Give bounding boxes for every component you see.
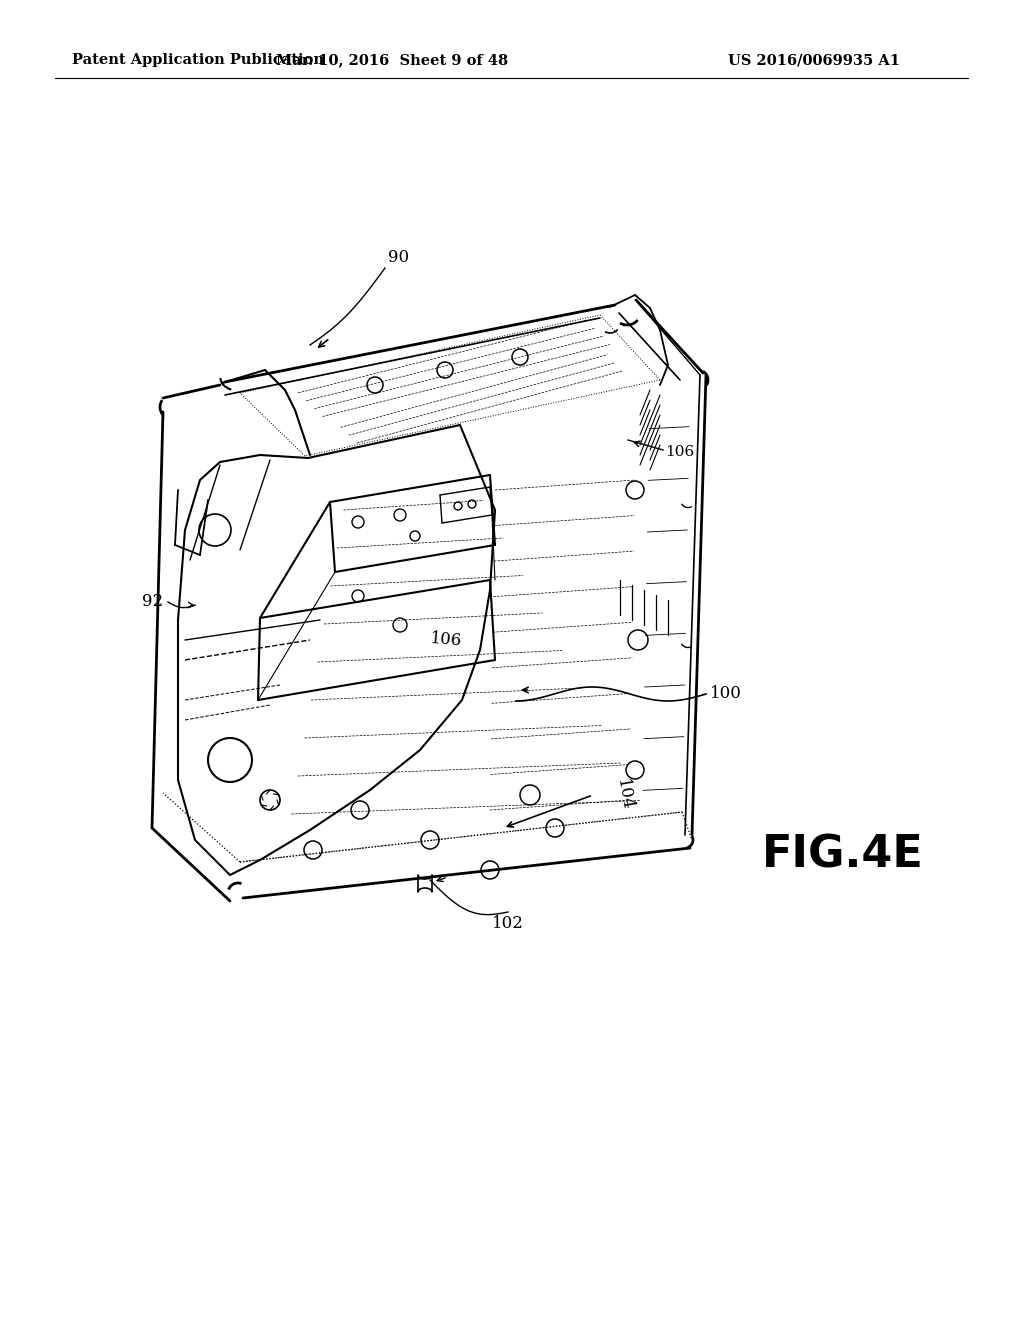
Text: 106: 106 — [665, 445, 694, 459]
Text: FIG.4E: FIG.4E — [762, 833, 924, 876]
Text: 92: 92 — [142, 594, 163, 610]
Text: 104: 104 — [613, 777, 635, 812]
Text: 90: 90 — [388, 249, 410, 267]
Text: 102: 102 — [493, 915, 524, 932]
Text: US 2016/0069935 A1: US 2016/0069935 A1 — [728, 53, 900, 67]
Text: Mar. 10, 2016  Sheet 9 of 48: Mar. 10, 2016 Sheet 9 of 48 — [275, 53, 508, 67]
Text: 100: 100 — [710, 685, 741, 702]
Text: Patent Application Publication: Patent Application Publication — [72, 53, 324, 67]
Text: 106: 106 — [430, 630, 463, 649]
